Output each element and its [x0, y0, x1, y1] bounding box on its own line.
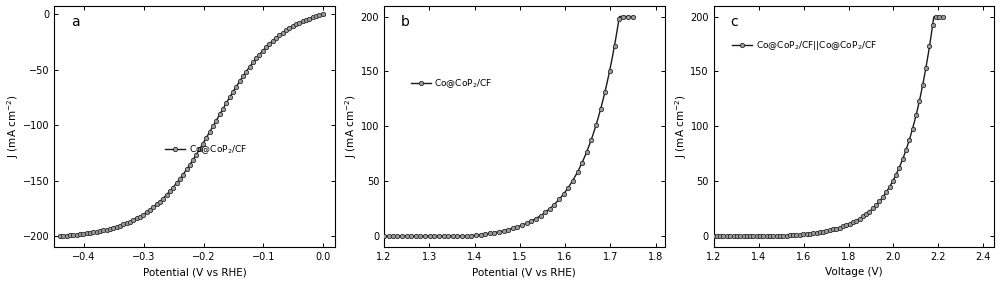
X-axis label: Voltage (V): Voltage (V) — [825, 267, 883, 277]
Legend: Co@CoP$_2$/CF: Co@CoP$_2$/CF — [165, 143, 247, 156]
Text: b: b — [401, 15, 410, 29]
Y-axis label: J (mA cm$^{-2}$): J (mA cm$^{-2}$) — [673, 95, 689, 158]
Legend: Co@CoP$_2$/CF||Co@CoP$_2$/CF: Co@CoP$_2$/CF||Co@CoP$_2$/CF — [732, 39, 877, 52]
Legend: Co@CoP$_2$/CF: Co@CoP$_2$/CF — [411, 78, 493, 91]
Y-axis label: J (mA cm$^{-2}$): J (mA cm$^{-2}$) — [6, 95, 21, 158]
Text: a: a — [71, 15, 80, 29]
X-axis label: Potential (V vs RHE): Potential (V vs RHE) — [472, 267, 576, 277]
X-axis label: Potential (V vs RHE): Potential (V vs RHE) — [143, 267, 246, 277]
Text: c: c — [731, 15, 738, 29]
Y-axis label: J (mA cm$^{-2}$): J (mA cm$^{-2}$) — [343, 95, 359, 158]
